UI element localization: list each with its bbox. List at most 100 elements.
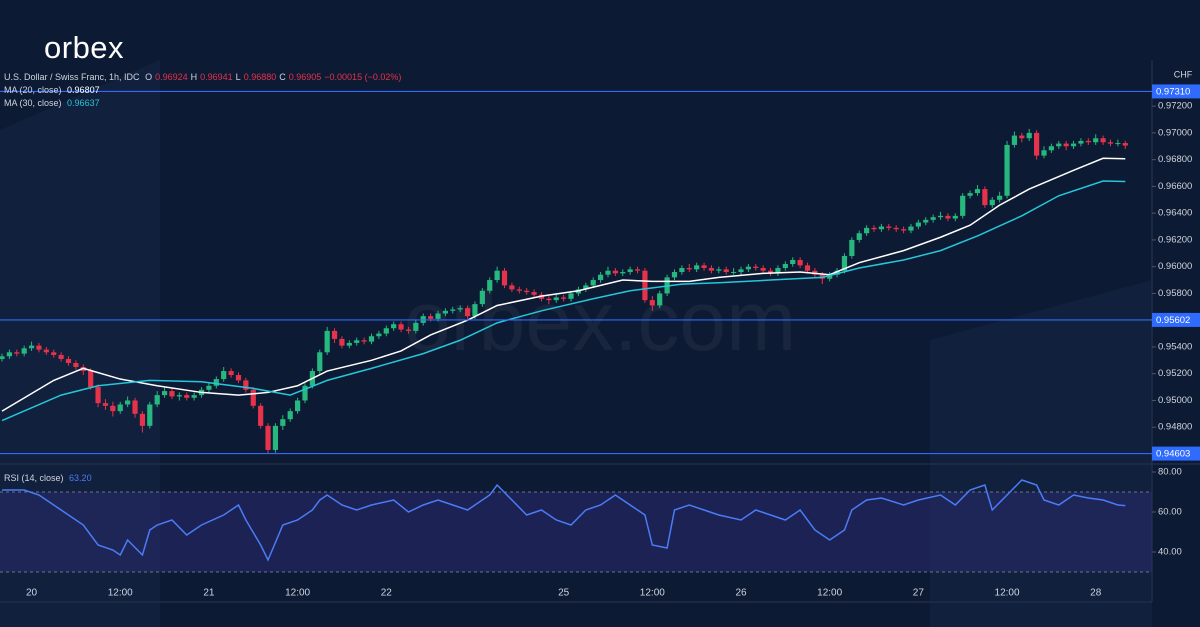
candle-body: [479, 290, 485, 305]
legend-name: RSI (14, close): [4, 473, 64, 483]
candle-body: [804, 265, 811, 271]
candle-body: [945, 215, 951, 219]
y-tick-label: 0.96400: [1158, 208, 1192, 219]
candle-body: [383, 328, 389, 334]
candle-body: [1019, 135, 1025, 139]
candle-body: [405, 329, 412, 331]
candle-body: [1122, 143, 1128, 146]
candle-body: [634, 269, 641, 271]
y-tick-label: 0.97000: [1158, 127, 1192, 138]
candle-body: [782, 264, 788, 269]
y-tick-label: 0.96000: [1158, 261, 1192, 272]
x-tick-label: 27: [913, 588, 925, 599]
ohlc-label: O: [145, 72, 153, 82]
y-tick-label: 0.95800: [1158, 288, 1192, 299]
candle-body: [849, 239, 855, 256]
candle-body: [6, 352, 12, 357]
candle-body: [1070, 143, 1077, 147]
candle-body: [568, 293, 574, 299]
candle-body: [58, 354, 64, 359]
candle-body: [132, 400, 138, 414]
legend-row: MA (30, close) 0.96637: [4, 97, 404, 110]
x-tick-label: 21: [203, 588, 215, 599]
candle-body: [1063, 143, 1069, 147]
candle-body: [1041, 150, 1047, 156]
candle-body: [391, 324, 397, 329]
candle-body: [442, 310, 448, 314]
candle-body: [671, 272, 678, 278]
candle-body: [923, 219, 929, 223]
candle-body: [287, 411, 293, 420]
candle-body: [649, 300, 655, 306]
level-label-box: [1152, 312, 1200, 327]
candle-body: [154, 395, 160, 405]
x-tick-label: 12:00: [995, 588, 1020, 599]
candle-body: [834, 270, 840, 275]
candle-body: [767, 270, 774, 274]
candle-body: [28, 345, 35, 349]
candle-body: [745, 266, 751, 270]
candle-body: [753, 266, 759, 269]
candle-body: [184, 395, 190, 398]
legend-row: MA (20, close) 0.96807: [4, 84, 404, 97]
candle-body: [893, 227, 899, 230]
price-legend: U.S. Dollar / Swiss Franc, 1h, IDC O 0.96…: [4, 71, 404, 110]
level-label: 0.94603: [1156, 449, 1190, 460]
x-tick-label: 25: [558, 588, 570, 599]
candle-body: [738, 269, 744, 273]
candle-body: [339, 338, 345, 346]
candle-body: [472, 304, 478, 317]
rsi-legend: RSI (14, close) 63.20: [4, 472, 95, 485]
legend-value: 0.96807: [67, 85, 100, 95]
indicator-line: [2, 479, 1126, 562]
candle-body: [546, 298, 552, 301]
symbol: U.S. Dollar / Swiss Franc, 1h, IDC: [4, 72, 140, 82]
candle-body: [36, 345, 42, 350]
candle-body: [915, 222, 921, 227]
candle-body: [73, 363, 79, 368]
candle-body: [531, 292, 537, 295]
candle-body: [494, 270, 500, 281]
candle-body: [516, 289, 522, 291]
y-tick-label: 0.96800: [1158, 154, 1192, 165]
candle-body: [694, 265, 700, 270]
candle-body: [701, 265, 707, 269]
candle-body: [627, 269, 633, 273]
candle-body: [708, 268, 715, 271]
candle-body: [139, 413, 146, 426]
y-tick-label: 0.95400: [1158, 341, 1192, 352]
candle-body: [324, 330, 330, 353]
level-label: 0.95602: [1156, 315, 1190, 326]
x-tick-label: 12:00: [108, 588, 133, 599]
candle-body: [1115, 143, 1121, 145]
candle-body: [1034, 132, 1040, 156]
candle-body: [487, 280, 493, 291]
candle-body: [14, 352, 20, 354]
candle-body: [161, 391, 168, 396]
level-label: 0.97310: [1156, 86, 1190, 97]
candle-body: [642, 270, 648, 301]
legend-value: 63.20: [69, 473, 92, 483]
candle-body: [331, 330, 338, 339]
candle-body: [243, 380, 249, 390]
candle-body: [605, 270, 611, 275]
candle-body: [900, 229, 907, 231]
candle-body: [43, 349, 49, 353]
candle-body: [0, 356, 5, 359]
ohlc-value: 0.96941: [200, 72, 233, 82]
candle-body: [501, 270, 508, 286]
background-shape: [0, 60, 160, 627]
candle-body: [878, 226, 885, 230]
candle-body: [827, 274, 833, 279]
candle-body: [1026, 132, 1032, 139]
candle-body: [398, 324, 404, 330]
candle-body: [1004, 144, 1010, 196]
axis-unit: CHF: [1174, 69, 1193, 79]
candle-body: [760, 268, 766, 271]
candle-body: [679, 268, 685, 273]
candle-body: [967, 193, 973, 196]
candle-body: [1011, 135, 1018, 145]
candle-body: [428, 316, 434, 319]
